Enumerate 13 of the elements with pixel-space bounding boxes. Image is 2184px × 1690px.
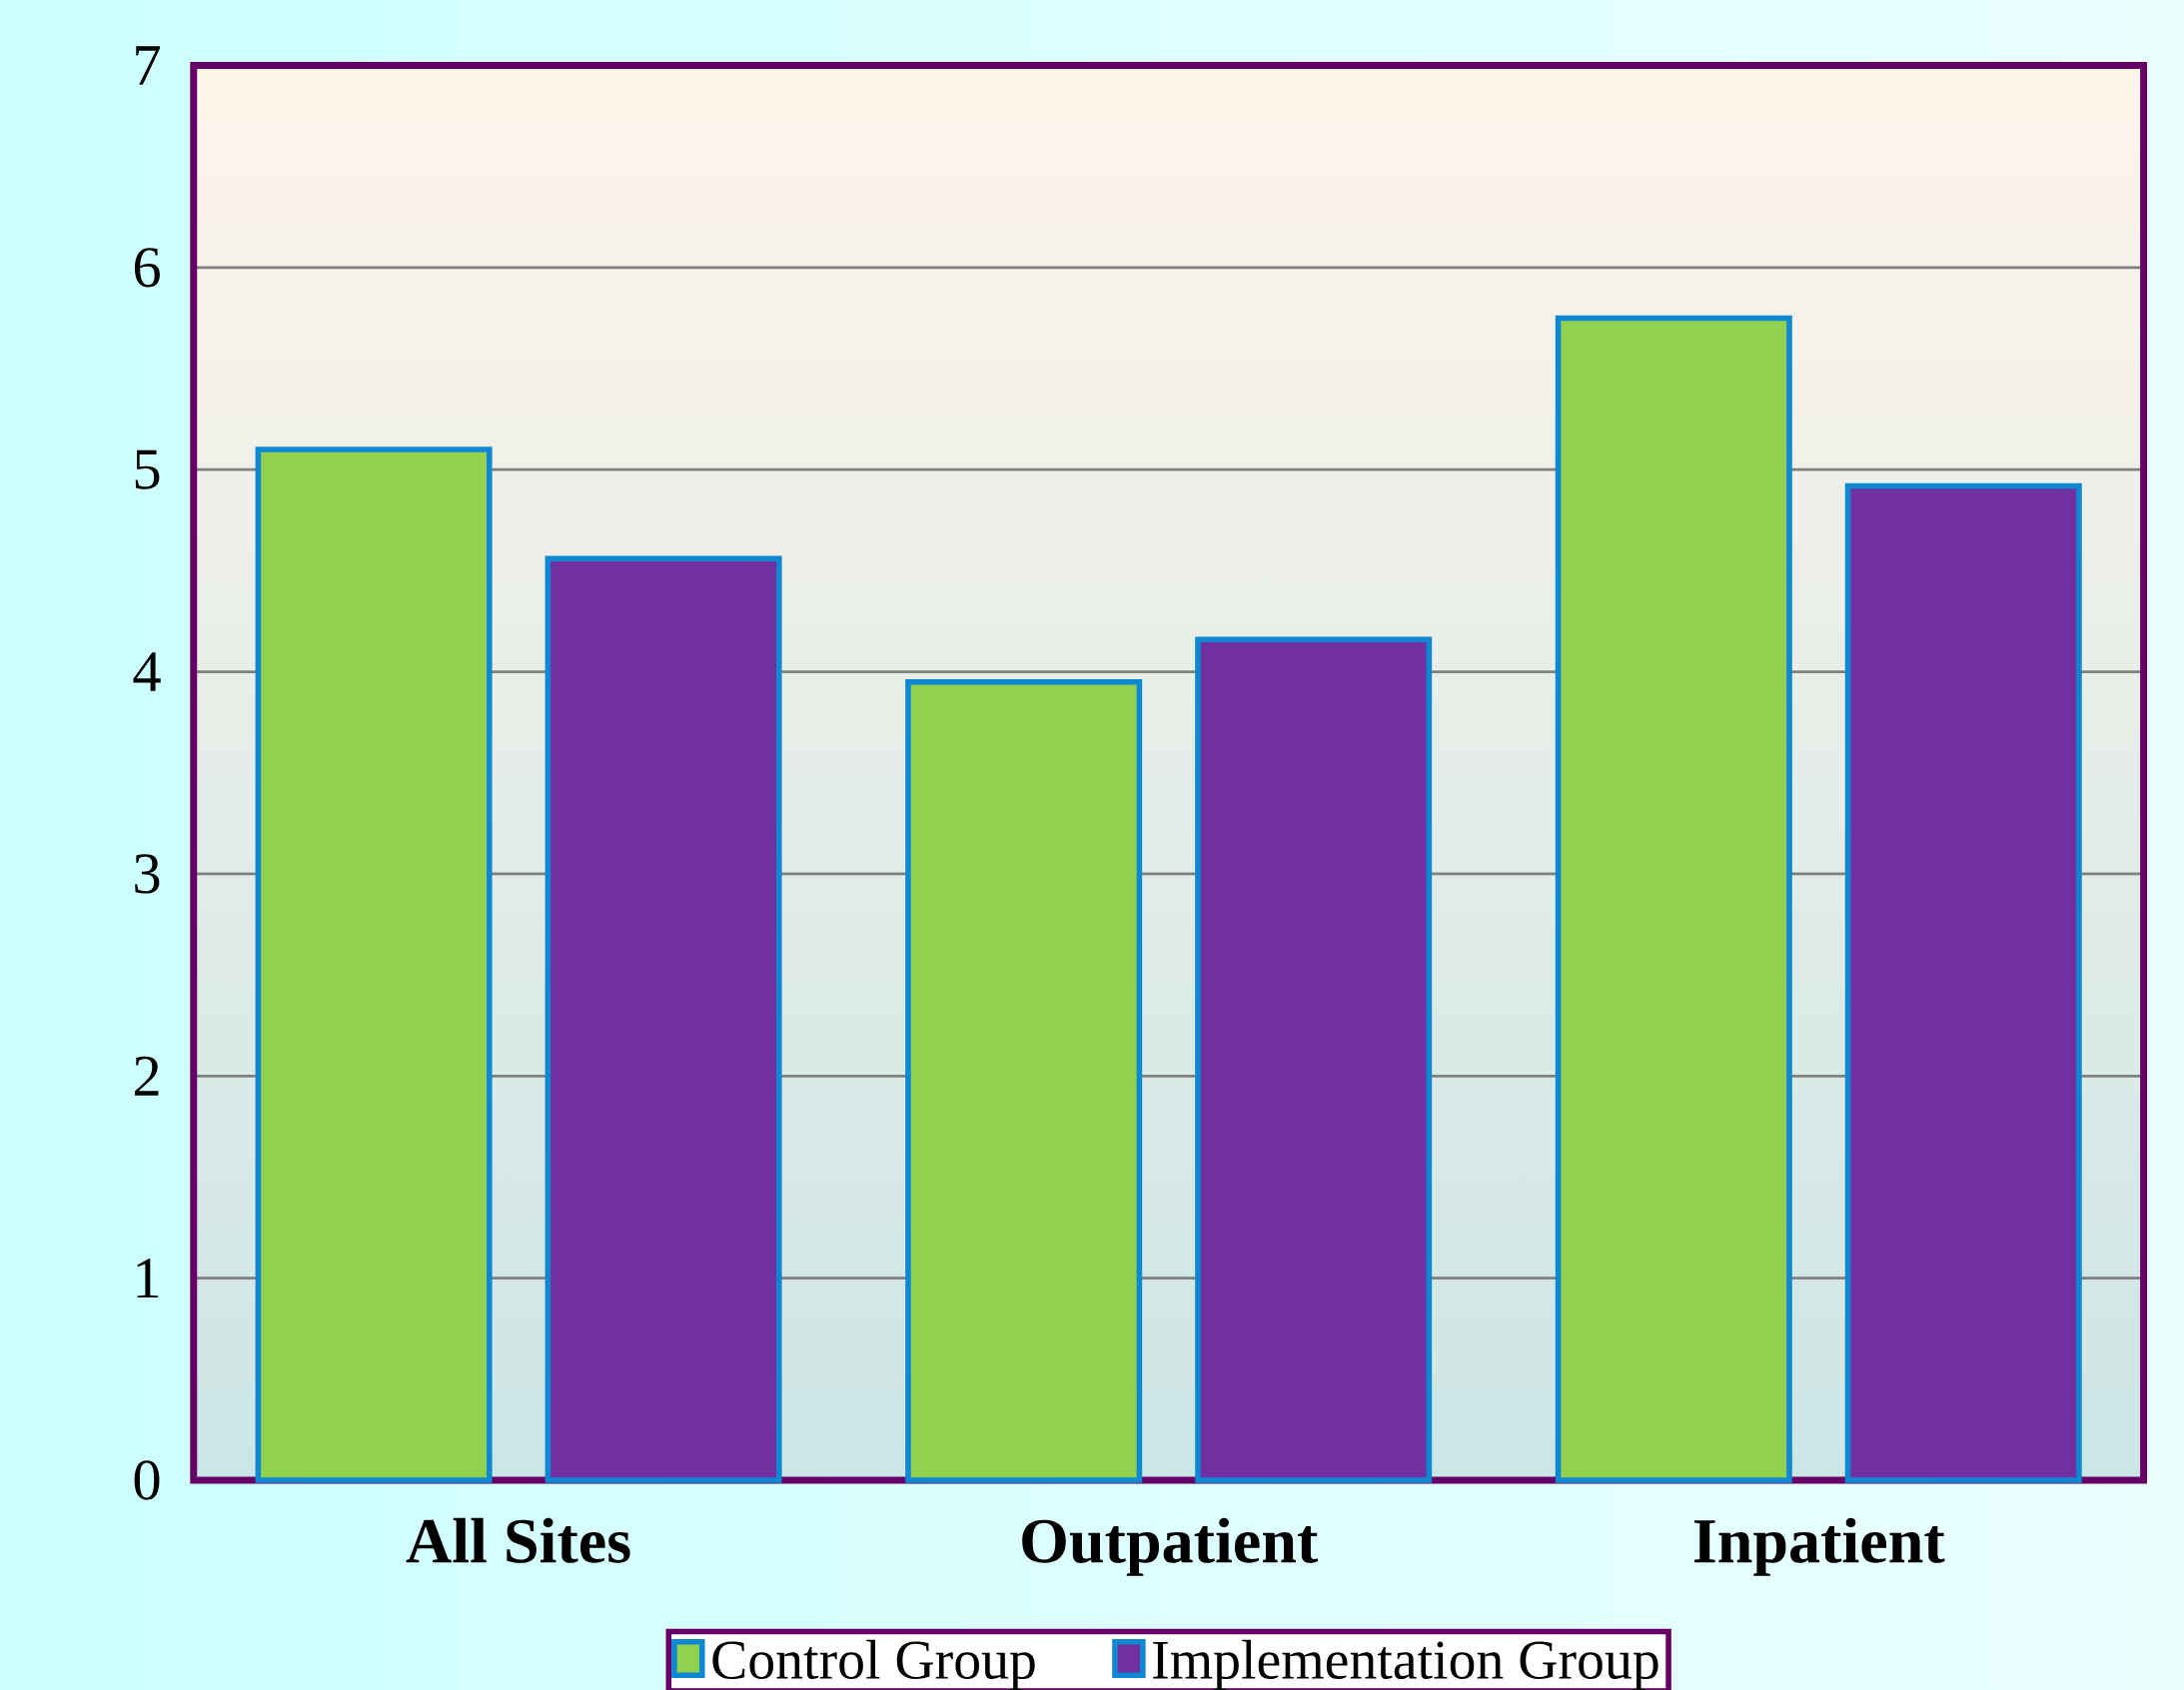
y-tick-label: 0	[134, 1459, 160, 1500]
y-tick-label: 7	[136, 46, 160, 85]
legend-label: Control Group	[712, 1639, 1035, 1690]
y-tick-label: 1	[137, 1259, 159, 1297]
y-tick-label: 4	[133, 652, 161, 691]
x-tick-label: All Sites	[406, 1517, 630, 1563]
y-tick-label: 6	[134, 247, 160, 288]
y-tick-label: 5	[135, 449, 160, 489]
x-tick-label: Outpatient	[1022, 1517, 1319, 1576]
legend-label: Implementation Group	[1153, 1639, 1658, 1690]
y-tick-label: 3	[135, 854, 160, 894]
y-tick-label: 2	[134, 1056, 159, 1096]
x-tick-label: Inpatient	[1693, 1517, 1945, 1576]
